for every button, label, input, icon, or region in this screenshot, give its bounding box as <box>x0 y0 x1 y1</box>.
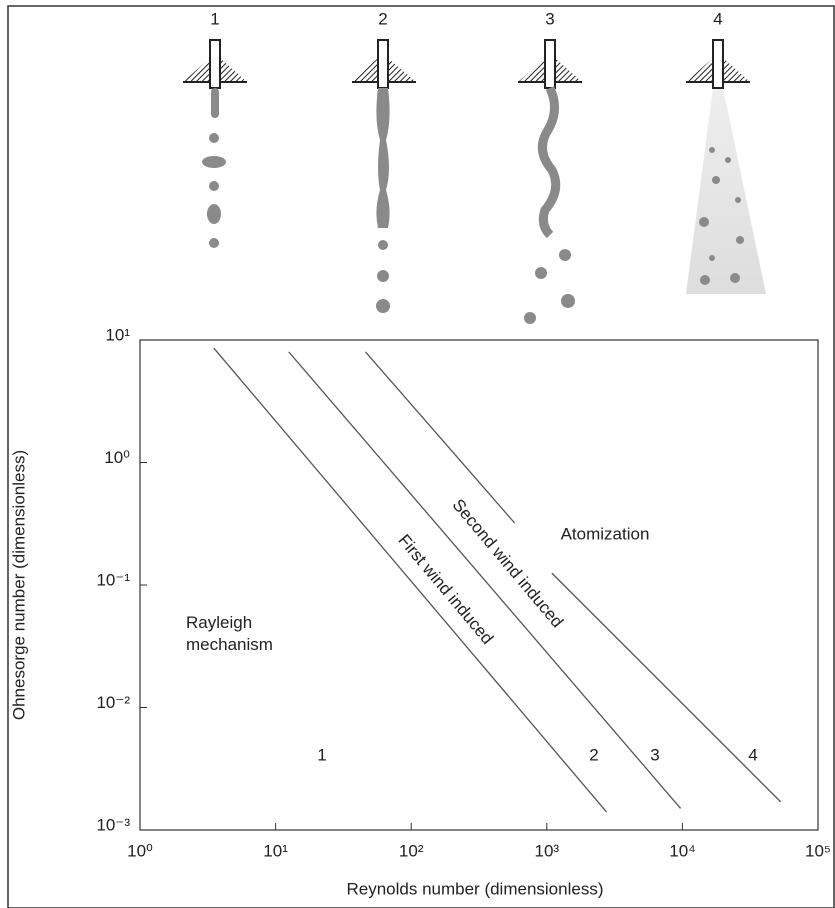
y-tick-label: 10⁰ <box>104 448 130 467</box>
nozzle-1 <box>183 39 247 248</box>
y-axis-label: Ohnesorge number (dimensionless) <box>9 450 28 720</box>
boundary-line <box>288 351 682 809</box>
x-tick-label: 10² <box>399 841 424 860</box>
panel-label: 1 <box>210 9 219 28</box>
region-label: 4 <box>748 745 757 764</box>
nozzle-3 <box>518 39 582 324</box>
illustrations <box>183 39 766 324</box>
nozzle-2 <box>352 39 416 313</box>
region-label: 1 <box>317 745 326 764</box>
boundary-line <box>213 347 608 813</box>
panel-label: 2 <box>378 9 387 28</box>
boundary-line <box>364 351 782 803</box>
panel-label: 4 <box>713 9 722 28</box>
x-tick-label: 10⁴ <box>669 841 695 860</box>
x-tick-label: 10³ <box>535 841 560 860</box>
y-tick-label: 10⁻² <box>96 693 130 712</box>
x-axis-label: Reynolds number (dimensionless) <box>346 879 603 898</box>
figure-border <box>7 5 835 908</box>
nozzle-4 <box>686 39 766 294</box>
y-tick-label: 10⁻¹ <box>96 570 130 589</box>
region-label: 3 <box>650 745 659 764</box>
y-tick-label: 10⁻³ <box>96 815 130 834</box>
region-label: 2 <box>589 745 598 764</box>
panel-label: 3 <box>545 9 554 28</box>
plot-frame <box>139 339 819 831</box>
region-label: Rayleigh mechanism <box>186 613 273 654</box>
region-label: Atomization <box>561 524 650 543</box>
x-tick-label: 10⁵ <box>805 841 831 860</box>
x-tick-label: 10⁰ <box>127 841 153 860</box>
x-tick-label: 10¹ <box>263 841 288 860</box>
y-tick-label: 10¹ <box>105 325 130 344</box>
region-label: First wind induced <box>394 531 497 648</box>
